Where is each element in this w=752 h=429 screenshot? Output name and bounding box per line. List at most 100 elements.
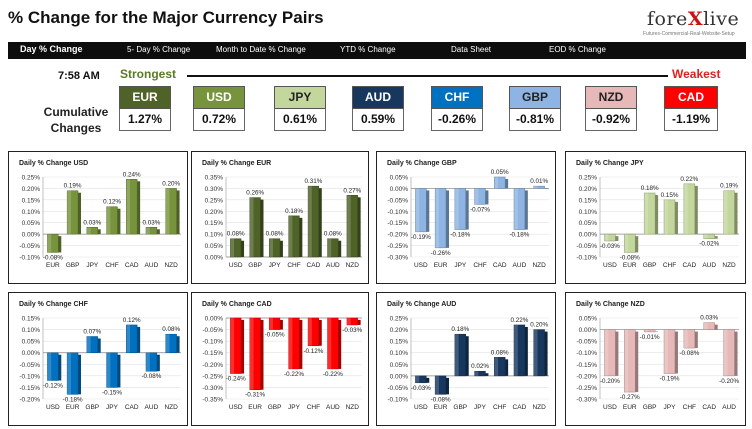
pair-box-jpy: JPY 0.61%	[274, 86, 326, 133]
x-tick-label: AUD	[326, 262, 340, 269]
nav-data-sheet[interactable]: Data Sheet	[451, 45, 492, 54]
pair-value: 0.72%	[193, 109, 245, 131]
y-tick-label: -0.15%	[576, 362, 597, 369]
bar-gbp	[643, 329, 659, 333]
y-tick-label: 0.10%	[22, 327, 41, 334]
data-label: -0.07%	[470, 206, 490, 213]
data-label: 0.08%	[162, 326, 180, 333]
data-label: 0.26%	[246, 190, 264, 197]
pair-value: 1.27%	[119, 109, 171, 131]
pair-value: 0.61%	[274, 109, 326, 131]
forexlive-logo[interactable]: foreXlive Futures-Commercial-Real-Websit…	[603, 8, 743, 40]
y-tick-label: -0.05%	[19, 362, 40, 369]
x-tick-label: USD	[229, 262, 243, 269]
data-label: 0.20%	[530, 322, 548, 329]
data-label: -0.19%	[411, 234, 431, 241]
x-tick-label: EUR	[623, 262, 637, 269]
x-tick-label: USD	[414, 404, 428, 411]
x-tick-label: AUD	[722, 404, 736, 411]
pair-name: NZD	[585, 86, 637, 109]
bar-chf	[307, 317, 322, 347]
data-label: 0.18%	[451, 326, 469, 333]
x-tick-label: GBP	[643, 262, 657, 269]
x-tick-label: NZD	[532, 404, 546, 411]
strength-rule	[187, 75, 668, 77]
x-tick-label: NZD	[346, 404, 360, 411]
x-tick-label: JPY	[454, 262, 467, 269]
nav-5day-change[interactable]: 5- Day % Change	[127, 45, 191, 54]
data-label: 0.03%	[142, 219, 160, 226]
y-tick-label: -0.05%	[576, 243, 597, 250]
x-tick-label: NZD	[346, 262, 360, 269]
nav-ytd-change[interactable]: YTD % Change	[340, 45, 396, 54]
data-label: 0.08%	[491, 349, 509, 356]
x-tick-label: GBP	[643, 404, 657, 411]
y-tick-label: 0.20%	[579, 186, 598, 193]
y-tick-label: -0.20%	[19, 397, 40, 404]
bar-eur	[624, 329, 639, 393]
bar-aud	[327, 317, 342, 370]
bar-usd	[415, 188, 430, 233]
x-tick-label: JPY	[269, 262, 282, 269]
y-tick-label: 0.25%	[579, 175, 598, 182]
strongest-label: Strongest	[120, 67, 177, 81]
y-tick-label: 0.00%	[22, 350, 41, 357]
pair-box-cad: CAD -1.19%	[664, 86, 718, 133]
x-tick-label: USD	[414, 262, 428, 269]
x-tick-label: AUD	[145, 404, 159, 411]
bar-cad	[703, 322, 718, 330]
bar-jpy	[288, 317, 303, 370]
bar-jpy	[474, 370, 489, 377]
bar-cad	[494, 176, 509, 189]
x-tick-label: USD	[46, 404, 60, 411]
data-label: -0.24%	[226, 376, 246, 383]
x-tick-label: GBP	[85, 404, 99, 411]
x-tick-label: JPY	[86, 262, 99, 269]
pair-box-chf: CHF -0.26%	[431, 86, 483, 133]
nav-day-change[interactable]: Day % Change	[20, 44, 83, 54]
data-label: -0.08%	[620, 254, 640, 261]
pair-box-eur: EUR 1.27%	[119, 86, 171, 133]
bar-jpy	[268, 238, 283, 258]
y-tick-label: -0.10%	[202, 339, 223, 346]
bar-aud	[703, 233, 718, 239]
x-tick-label: CAD	[513, 404, 527, 411]
weakest-label: Weakest	[672, 67, 721, 81]
chart-title: Daily % Change NZD	[576, 301, 645, 308]
data-label: 0.18%	[285, 208, 303, 215]
data-label: 0.03%	[700, 315, 718, 322]
x-tick-label: CAD	[307, 262, 321, 269]
y-tick-label: 0.05%	[579, 220, 598, 227]
nav-month-to-date[interactable]: Month to Date % Change	[216, 45, 306, 54]
bar-eur	[434, 375, 449, 395]
y-tick-label: 0.05%	[390, 362, 409, 369]
y-tick-label: 0.15%	[22, 197, 41, 204]
x-tick-label: USD	[603, 404, 617, 411]
data-label: -0.08%	[141, 373, 161, 380]
bar-gbp	[268, 317, 283, 330]
bar-chf	[288, 215, 303, 258]
y-tick-label: -0.05%	[576, 339, 597, 346]
y-tick-label: -0.35%	[202, 397, 223, 404]
bar-nzd	[723, 190, 738, 235]
y-tick-label: 0.20%	[205, 209, 224, 216]
data-label: -0.20%	[600, 378, 620, 385]
cumulative-changes-label: Cumulative Changes	[43, 105, 109, 135]
bar-gbp	[454, 333, 469, 377]
bar-gbp	[249, 197, 264, 258]
x-tick-label: EUR	[434, 404, 448, 411]
bar-aud	[723, 329, 738, 377]
x-tick-label: AUD	[145, 262, 159, 269]
bar-cad	[126, 179, 141, 235]
x-tick-label: EUR	[434, 262, 448, 269]
bar-aud	[327, 238, 342, 258]
bar-jpy	[663, 329, 678, 374]
chart-panel-eur: Daily % Change EUR 0.35% 0.30% 0.25% 0.20% 0.…	[191, 151, 369, 284]
bar-usd	[604, 329, 619, 377]
x-tick-label: CAD	[125, 404, 139, 411]
y-tick-label: -0.05%	[387, 385, 408, 392]
bar-jpy	[86, 227, 101, 235]
nav-eod-change[interactable]: EOD % Change	[549, 45, 606, 54]
chart-panel-cad: Daily % Change CAD 0.00% -0.05% -0.10% -0.15…	[191, 292, 369, 426]
data-label: 0.03%	[83, 219, 101, 226]
